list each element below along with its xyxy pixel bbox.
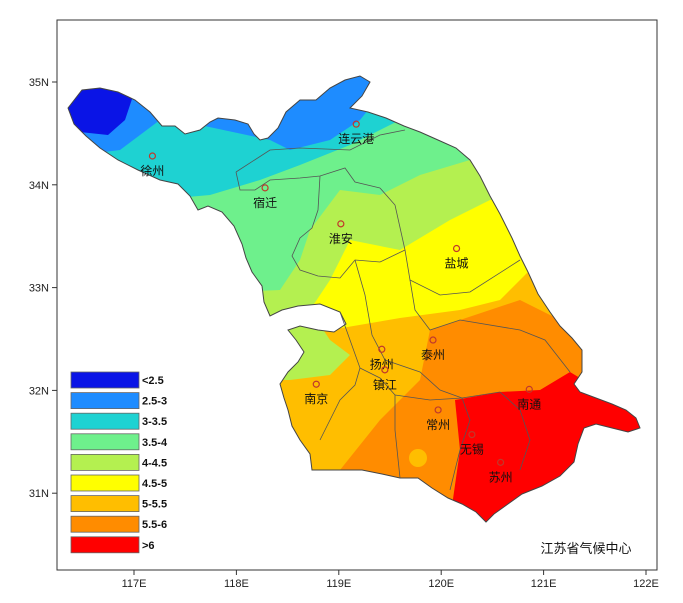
- city-dot: [352, 120, 360, 128]
- city-label: 连云港: [338, 131, 374, 146]
- x-tick-label: 119E: [326, 578, 351, 590]
- x-tick-label: 122E: [633, 578, 659, 590]
- x-tick-label: 118E: [224, 578, 249, 590]
- x-tick-label: 121E: [531, 578, 557, 590]
- boundary-nanjing: [319, 311, 361, 441]
- legend-swatch: [70, 453, 140, 471]
- legend-swatch: [70, 392, 140, 410]
- legend-label: 3-3.5: [142, 416, 167, 428]
- boundary-suqian: [235, 167, 381, 191]
- legend-swatch: [70, 433, 140, 451]
- map-frame: [56, 19, 658, 571]
- city-dot: [468, 431, 476, 439]
- city-dot: [429, 336, 437, 344]
- city-dot: [148, 152, 157, 160]
- city-label: 无锡: [460, 442, 484, 457]
- city-label: 南通: [517, 396, 541, 411]
- city-dot: [337, 220, 345, 228]
- legend-swatch: [70, 412, 140, 430]
- city-label: 淮安: [329, 231, 353, 246]
- legend-label: >6: [142, 540, 155, 552]
- x-tick-label: 120E: [428, 578, 454, 590]
- zone-above-6: [450, 372, 640, 522]
- boundary-wuxi: [461, 391, 531, 471]
- city-dot: [525, 385, 533, 393]
- city-dot: [312, 380, 320, 388]
- city-dot: [434, 406, 442, 414]
- y-tick-label: 34N: [29, 180, 49, 192]
- legend-swatch: [70, 371, 140, 389]
- zone-local-5-5.5: [409, 449, 427, 467]
- legend-label: 5-5.5: [142, 499, 167, 511]
- city-boundaries: [235, 129, 571, 491]
- legend-label: 3.5-4: [142, 437, 168, 449]
- city-dot: [496, 458, 505, 466]
- y-tick-label: 35N: [29, 77, 49, 89]
- legend-label: 4.5-5: [142, 478, 167, 490]
- city-label: 扬州: [370, 356, 394, 371]
- rainfall-zones: [68, 76, 640, 522]
- boundary-changzhou: [394, 394, 471, 491]
- map-legend: <2.5 2.5-3 3-3.5 3.5-4 4-4.5 4.5-5 5-5.5 5.5-6 >…: [70, 371, 168, 554]
- legend-label: <2.5: [142, 375, 164, 387]
- legend-label: 5.5-6: [142, 519, 167, 531]
- axis-ticks: 117E 118E 119E 120E 121E 122E 35N 34N 33N 32N 31N: [29, 77, 659, 590]
- city-dot: [261, 184, 269, 192]
- legend-swatch: [70, 495, 140, 513]
- city-dot: [378, 345, 386, 353]
- boundary-taizhou: [409, 279, 571, 373]
- city-label: 镇江: [373, 378, 397, 392]
- y-tick-label: 33N: [29, 283, 49, 295]
- boundary-huaian: [291, 175, 406, 279]
- legend-label: 4-4.5: [142, 457, 167, 469]
- boundary-yangzhou: [354, 259, 463, 399]
- legend-swatch: [70, 474, 140, 492]
- city-label: 徐州: [140, 163, 164, 178]
- y-tick-label: 31N: [29, 488, 49, 500]
- legend-swatch: [70, 536, 140, 554]
- legend-label: 2.5-3: [142, 396, 167, 408]
- city-label: 盐城: [445, 257, 469, 271]
- y-tick-label: 32N: [29, 385, 49, 397]
- city-dot: [381, 366, 389, 374]
- city-label: 泰州: [421, 348, 445, 362]
- x-tick-label: 117E: [122, 578, 147, 590]
- legend-swatch: [70, 515, 140, 533]
- city-label: 苏州: [489, 470, 513, 484]
- map-credit: 江苏省气候中心: [540, 541, 631, 557]
- city-label: 宿迁: [253, 195, 277, 210]
- city-dot: [452, 244, 461, 253]
- city-label: 南京: [304, 391, 328, 406]
- boundary-north: [235, 129, 406, 173]
- city-label: 常州: [426, 418, 450, 432]
